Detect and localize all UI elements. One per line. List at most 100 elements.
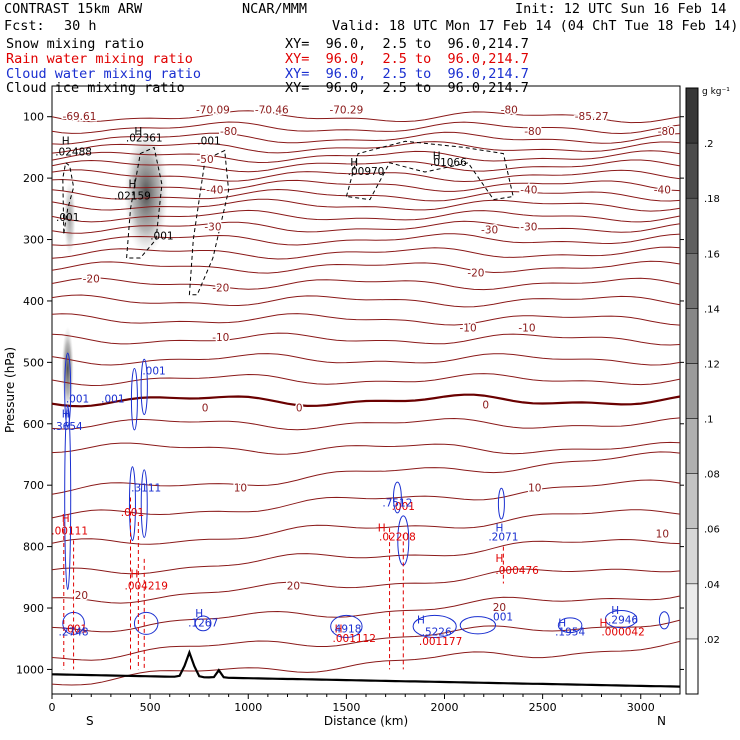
y-tick-label: 900 [23,602,44,615]
x-end-label-south: S [86,714,94,728]
y-tick-label: 200 [23,172,44,185]
cloud-water-label: .3654 [53,421,83,433]
header-fcst-label: Fcst: [4,18,45,34]
rain-label: .001 [392,501,415,513]
isotherm-line [51,313,681,326]
field-rain-xy: XY= 96.0, 2.5 to 96.0,214.7 [285,51,529,67]
header-valid: Valid: 18 UTC Mon 17 Feb 14 (04 ChT Tue … [332,18,739,34]
isotherm-line [51,353,681,366]
isotherm-label: -20 [212,283,229,295]
header-init: Init: 12 UTC Sun 16 Feb 14 [515,1,727,17]
isotherm-label: -10 [459,323,476,335]
isotherm-line [51,619,681,661]
isotherm-label: -30 [204,221,221,233]
isotherm-label: 20 [75,590,88,602]
cloud-water-contour [140,469,148,538]
x-tick-label: 0 [49,701,56,714]
cloud-ice-contour [126,146,163,259]
rain-label: H [130,568,138,580]
isotherm-label: 10 [656,528,669,540]
field-rain-name: Rain water mixing ratio [6,51,193,67]
x-tick-label: 2500 [529,701,557,714]
isotherm-label: -80 [220,126,237,138]
colorbar-tick-label: .14 [704,304,720,315]
isotherm-label: -40 [654,184,671,196]
x-tick-label: 500 [140,701,161,714]
cloud-water-contour [658,611,670,630]
isotherm-line [51,209,681,223]
y-tick-label: 600 [23,418,44,431]
rain-label: H [335,624,343,636]
rain-label: H [378,522,386,534]
colorbar-segment [685,197,699,254]
cloud-water-contour [392,481,402,514]
isotherm-line [51,178,681,192]
isotherm-line [51,169,681,183]
colorbar-segment [685,418,699,474]
colorbar-segment [685,142,699,199]
y-axis-label: Pressure (hPa) [3,347,17,433]
cloud-ice-contour [188,149,230,296]
isotherm-line [51,260,681,274]
x-tick-label: 1500 [332,701,360,714]
isotherm-line [51,441,681,455]
rain-label: H [600,617,608,629]
cloud-water-label: .2071 [488,531,518,543]
isotherm-line [51,131,681,145]
cloud-water-contour [557,617,583,634]
isotherm-label: -69.61 [63,111,97,123]
rain-label: H [495,553,503,565]
isotherm-label: -10 [212,332,229,344]
cloud-water-contour [64,404,72,591]
isotherm-label: -20 [467,267,484,279]
cloud-water-label: H [558,617,566,629]
isotherm-line [51,294,681,308]
isotherm-line [51,141,681,154]
colorbar-tick-label: .16 [704,249,720,260]
cloud-water-label: H [417,614,425,626]
isotherm-line [51,110,681,124]
rain-label: .001 [121,507,144,519]
cloud-water-label: .2946 [608,614,638,626]
x-tick-label: 2000 [431,701,459,714]
y-tick-label: 1000 [16,663,44,676]
isotherm-line [51,332,681,346]
isotherm-line [51,595,681,633]
cloud-water-contour [140,358,148,416]
rain-label: .001 [64,624,87,636]
cloud-water-contour [459,616,497,635]
colorbar-tick-label: .08 [704,470,720,481]
cloud-water-contour [604,609,638,629]
rain-label: .02208 [379,531,416,543]
colorbar-tick-label: .02 [704,635,720,646]
cloud-water-contour [128,466,136,541]
isotherm-line [51,150,681,164]
y-tick-label: 400 [23,295,44,308]
rain-label: H [62,513,70,525]
snow-label: H [129,178,137,190]
snow-label: H [134,126,142,138]
colorbar-segment [685,528,699,585]
colorbar-unit: g kg⁻¹ [702,87,730,97]
isotherm-label: -50 [196,154,213,166]
isotherm-label: 20 [493,602,506,614]
rain-label: .00111 [51,525,88,537]
isotherm-line [51,640,681,686]
snow-label: .02159 [114,191,151,203]
colorbar-segment [685,583,699,640]
isotherm-label: -70.29 [329,105,363,117]
snow-label: H [62,135,70,147]
isotherm-label: 10 [234,482,247,494]
cloud-water-contour [412,614,457,638]
isotherm-line [51,121,681,135]
x-tick-label: 1000 [234,701,262,714]
isotherm-line [51,417,681,431]
colorbar-segment [685,638,699,695]
y-tick-label: 700 [23,479,44,492]
cloud-water-label: .001 [66,393,89,405]
snow-label: .02488 [55,146,92,158]
snow-shade-south [63,180,76,257]
isotherm-line [51,393,681,408]
isotherm-label: -40 [520,184,537,196]
cloud-water-label: .3111 [131,482,161,494]
